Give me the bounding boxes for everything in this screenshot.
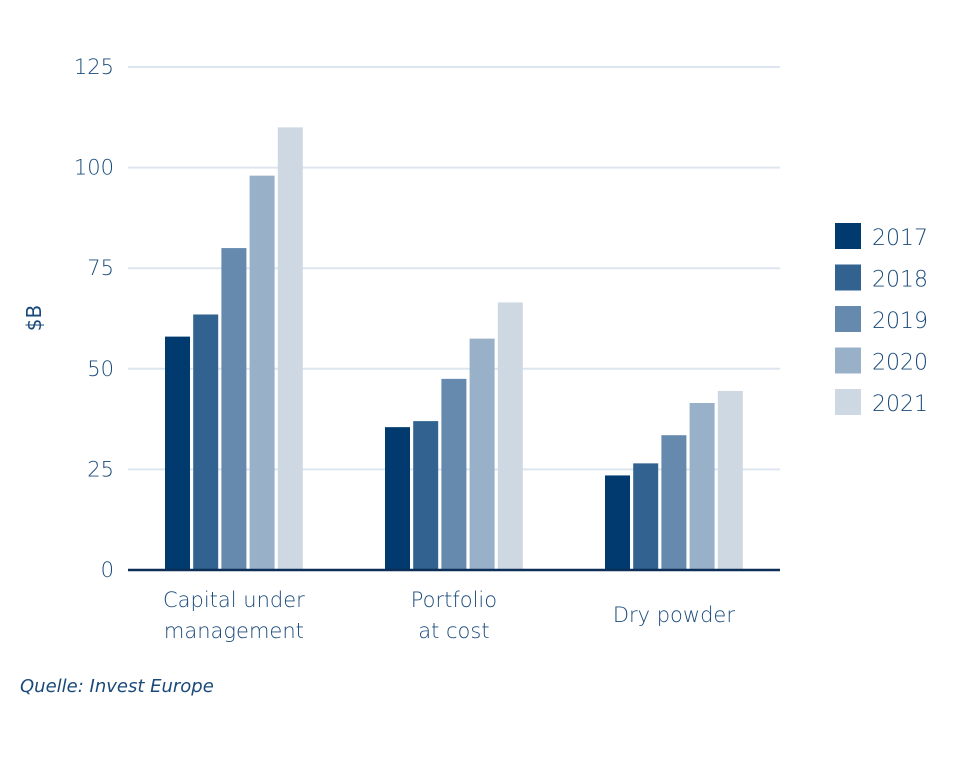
y-tick-label: 75 xyxy=(87,256,114,280)
legend-label: 2019 xyxy=(872,309,928,334)
bar xyxy=(497,302,523,570)
y-axis-label: $B xyxy=(22,305,46,331)
y-tick-label: 50 xyxy=(87,357,114,381)
y-tick-label: 125 xyxy=(74,55,114,79)
x-category-label: Capital under xyxy=(163,588,305,612)
bar xyxy=(469,338,495,570)
bar xyxy=(249,175,275,570)
legend-swatch xyxy=(835,347,861,374)
legend-label: 2020 xyxy=(872,351,928,376)
legend-swatch xyxy=(835,264,861,291)
legend-label: 2018 xyxy=(872,268,928,293)
bar xyxy=(221,248,247,570)
bar xyxy=(689,403,715,570)
legend: 2017 2018 2019 2020 2021 xyxy=(835,223,928,417)
bar xyxy=(165,336,190,570)
y-tick-label: 0 xyxy=(101,558,114,582)
y-tick-label: 100 xyxy=(74,156,114,180)
bar xyxy=(413,421,439,570)
bars xyxy=(165,127,743,571)
legend-label: 2017 xyxy=(872,226,928,251)
y-axis-ticks: 0 25 50 75 100 125 xyxy=(74,55,114,582)
bar xyxy=(385,427,410,570)
legend-swatch xyxy=(835,389,861,415)
source-note: Quelle: Invest Europe xyxy=(20,676,214,697)
y-tick-label: 25 xyxy=(87,457,114,481)
x-category-label: Dry powder xyxy=(613,603,736,627)
bar xyxy=(277,127,303,571)
bar xyxy=(193,314,219,570)
bar xyxy=(717,390,743,570)
bar xyxy=(605,475,630,570)
legend-label: 2021 xyxy=(872,392,928,417)
bar xyxy=(661,435,687,570)
bar xyxy=(633,463,659,570)
legend-swatch xyxy=(835,223,861,249)
bar xyxy=(441,378,467,570)
x-category-label: management xyxy=(164,619,304,643)
x-category-label: at cost xyxy=(418,619,489,643)
x-axis-categories: Capital under management Portfolio at cost D… xyxy=(163,588,735,643)
legend-swatch xyxy=(835,306,861,332)
x-category-label: Portfolio xyxy=(411,588,497,612)
